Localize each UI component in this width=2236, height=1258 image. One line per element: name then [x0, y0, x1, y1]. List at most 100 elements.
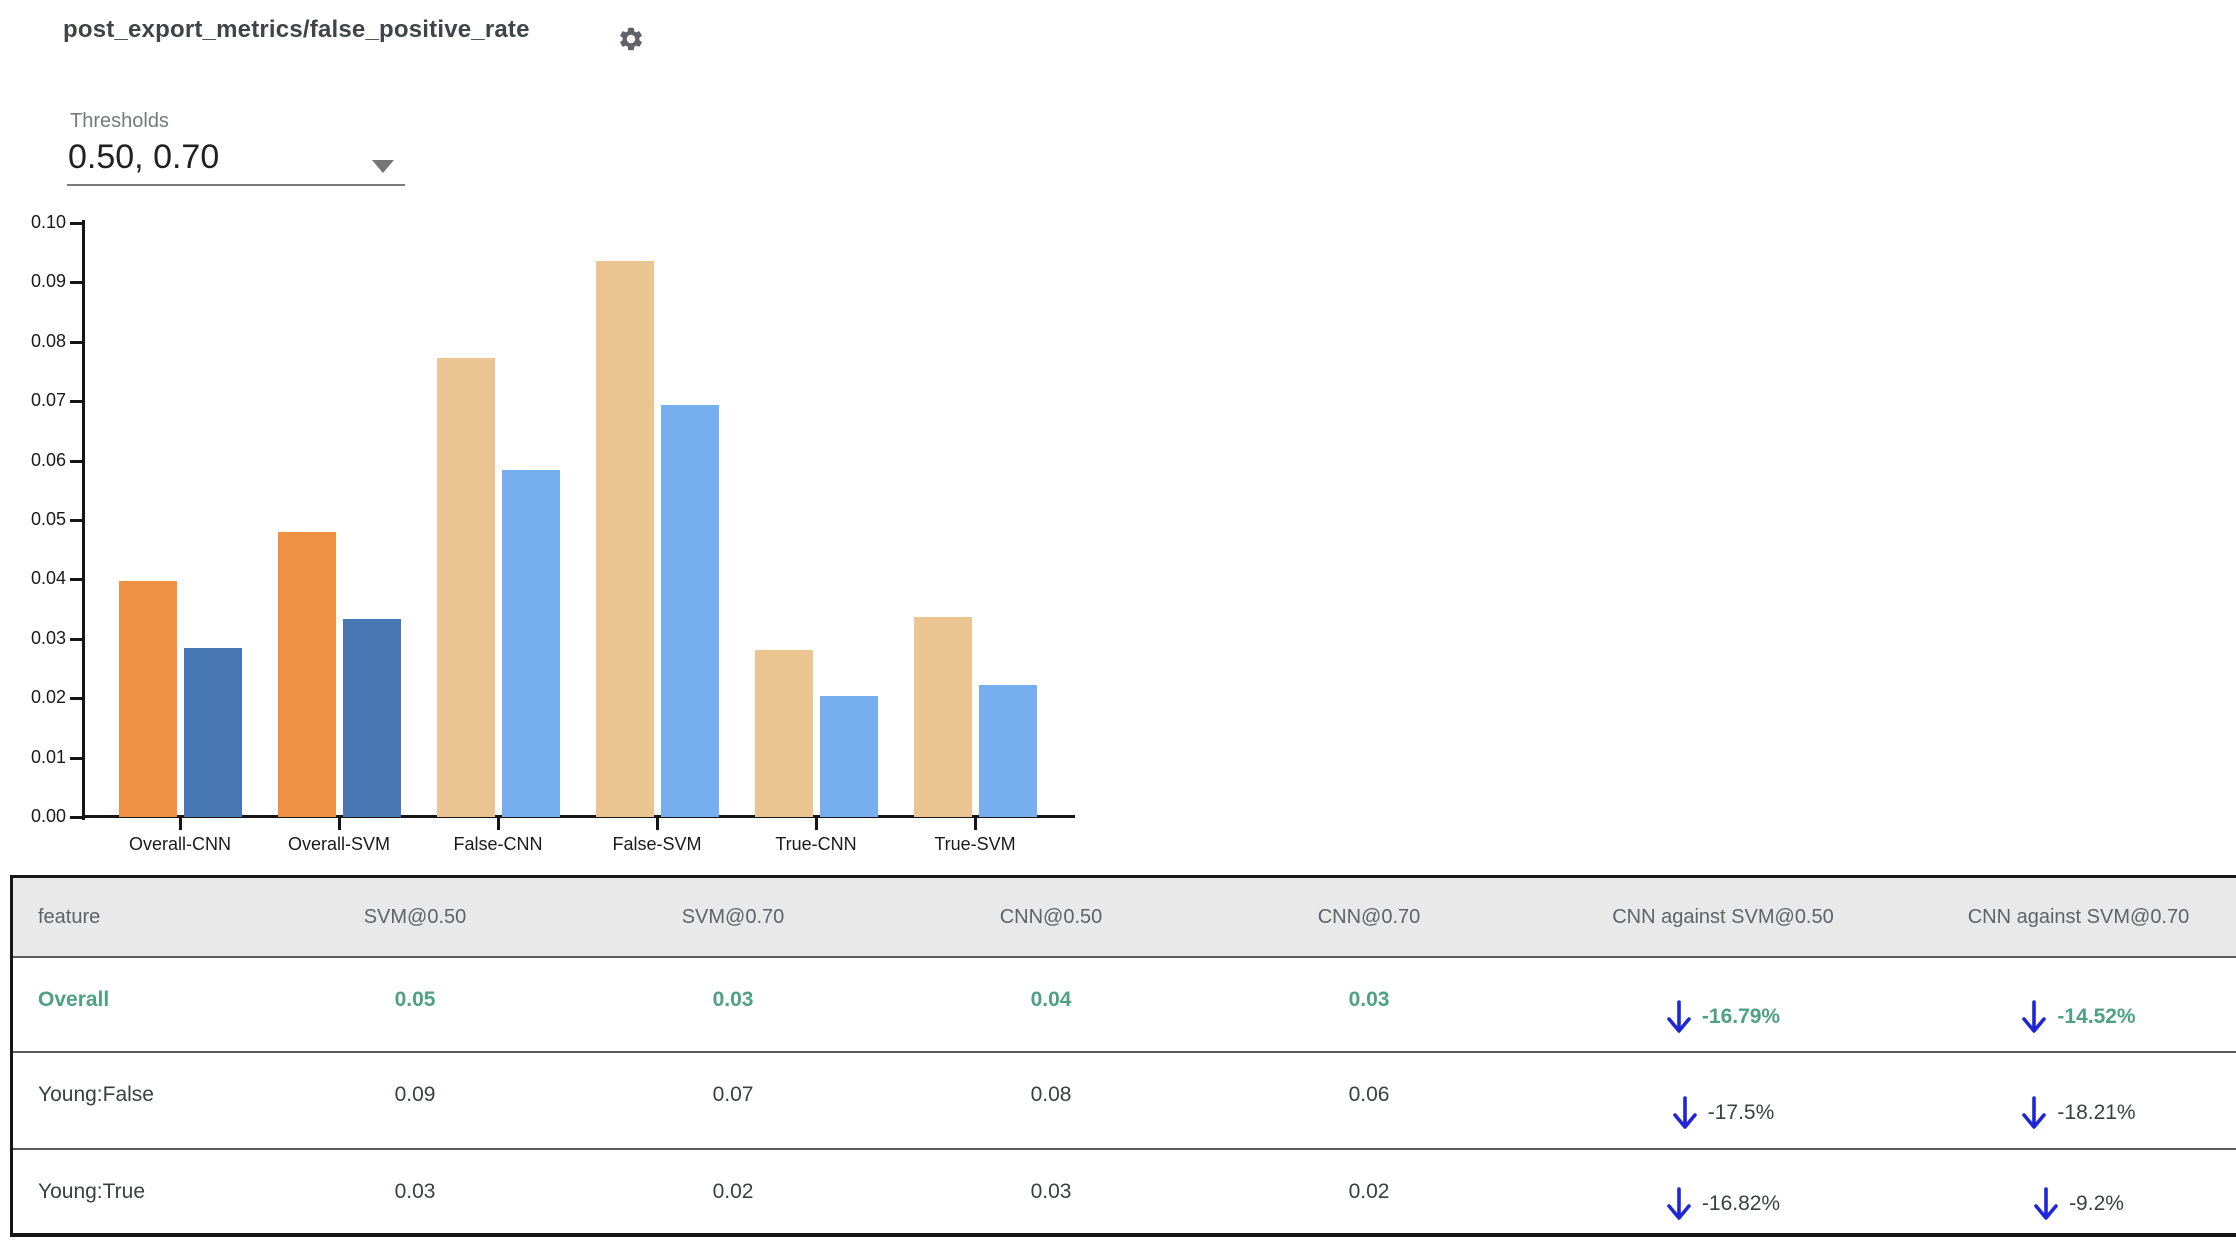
- y-tick: [70, 222, 83, 225]
- x-tick-label: False-CNN: [453, 834, 543, 854]
- down-arrow-icon: [2034, 1186, 2058, 1220]
- feature-cell: Overall: [38, 988, 110, 1011]
- bar-true-svm-t070: [979, 685, 1037, 817]
- comparison-cell: -16.82%: [1528, 1150, 1918, 1233]
- metric-cell: 0.03: [712, 988, 754, 1011]
- y-tick: [70, 697, 83, 701]
- down-arrow-icon: [2022, 1095, 2047, 1129]
- metric-cell: 0.06: [1348, 1083, 1390, 1106]
- gear-icon: [620, 27, 642, 51]
- table-header-cell: CNN against SVM@0.70: [1967, 905, 2190, 928]
- down-arrow-icon: [1672, 1095, 1697, 1129]
- y-tick-label: 0.04: [30, 568, 66, 589]
- table-header-cell: CNN@0.70: [1317, 905, 1421, 928]
- table-header-cell: CNN@0.50: [999, 905, 1103, 928]
- x-tick: [815, 817, 818, 830]
- y-tick-label: 0.10: [30, 212, 66, 232]
- settings-button[interactable]: [614, 22, 648, 56]
- y-tick: [70, 519, 83, 522]
- y-tick: [70, 459, 83, 463]
- feature-cell: Young:True: [38, 1180, 146, 1203]
- y-tick: [70, 816, 83, 819]
- table-row: Overall 0.05 0.03 0.04 0.03 -16.79% -14.52%: [13, 958, 2236, 1053]
- comparison-cell: -17.5%: [1528, 1053, 1918, 1148]
- comparison-value: -9.2%: [2069, 1191, 2124, 1215]
- y-tick-label: 0.03: [30, 627, 66, 648]
- y-tick-label: 0.09: [30, 271, 66, 292]
- y-tick: [70, 637, 83, 641]
- table-header-cell: feature: [38, 905, 101, 928]
- bar-false-svm-t050: [596, 261, 654, 817]
- table-header-cell: SVM@0.50: [363, 905, 467, 928]
- down-arrow-icon: [1667, 1186, 1691, 1220]
- chevron-down-icon[interactable]: [372, 160, 394, 173]
- y-tick: [70, 756, 83, 760]
- comparison-cell: -18.21%: [1918, 1053, 2236, 1148]
- y-tick-label: 0.01: [30, 746, 66, 767]
- thresholds-underline: [67, 184, 405, 186]
- comparison-value: -16.79%: [1701, 1004, 1781, 1028]
- x-tick: [974, 817, 977, 830]
- metric-cell: 0.02: [712, 1180, 754, 1203]
- table-header-cell: SVM@0.70: [681, 905, 785, 928]
- metric-cell: 0.02: [1348, 1180, 1390, 1203]
- bar-false-cnn-t070: [502, 470, 560, 817]
- bar-true-svm-t050: [914, 617, 972, 817]
- x-tick-label: False-SVM: [612, 834, 702, 854]
- y-tick-label: 0.06: [30, 449, 66, 470]
- comparison-value: -14.52%: [2057, 1004, 2136, 1028]
- metric-cell: 0.08: [1030, 1083, 1072, 1106]
- x-tick: [656, 817, 659, 830]
- y-tick: [70, 578, 83, 582]
- page-title: post_export_metrics/false_positive_rate: [63, 16, 530, 43]
- y-axis-line: [82, 220, 85, 820]
- x-axis-line: [82, 815, 1075, 818]
- table-row: Young:False 0.09 0.07 0.08 0.06 -17.5% -18.21%: [13, 1053, 2236, 1150]
- x-tick: [497, 817, 500, 830]
- x-tick: [338, 817, 341, 830]
- x-tick-label: Overall-SVM: [287, 834, 390, 854]
- comparison-value: -18.21%: [2057, 1100, 2136, 1124]
- comparison-cell: -14.52%: [1918, 958, 2236, 1051]
- y-tick-label: 0.05: [30, 509, 66, 529]
- down-arrow-icon: [2022, 999, 2047, 1033]
- bar-overall-cnn-t050: [119, 581, 177, 817]
- bar-overall-cnn-t070: [184, 648, 242, 817]
- y-tick: [70, 340, 83, 344]
- thresholds-select[interactable]: 0.50, 0.70: [68, 138, 220, 176]
- y-tick-label: 0.02: [30, 687, 66, 708]
- metric-cell: 0.05: [394, 988, 436, 1011]
- x-tick: [179, 817, 182, 830]
- metric-cell: 0.03: [394, 1180, 436, 1203]
- table-row: Young:True 0.03 0.02 0.03 0.02 -16.82% -9.2%: [13, 1150, 2236, 1233]
- comparison-value: -17.5%: [1707, 1100, 1775, 1124]
- x-tick-label: True-CNN: [775, 834, 857, 854]
- table-header-cell: CNN against SVM@0.50: [1612, 905, 1834, 928]
- metric-cell: 0.04: [1030, 988, 1072, 1011]
- y-tick-label: 0.00: [30, 806, 66, 826]
- bar-overall-svm-t070: [343, 619, 401, 817]
- bar-false-cnn-t050: [437, 358, 495, 817]
- feature-cell: Young:False: [38, 1083, 154, 1106]
- y-tick: [70, 281, 83, 285]
- y-tick-label: 0.08: [30, 330, 66, 351]
- thresholds-label: Thresholds: [70, 110, 169, 132]
- x-tick-label: True-SVM: [934, 834, 1016, 854]
- comparison-cell: -9.2%: [1918, 1150, 2236, 1233]
- y-tick-label: 0.07: [30, 390, 66, 411]
- x-tick-label: Overall-CNN: [128, 834, 231, 854]
- metric-cell: 0.03: [1030, 1180, 1072, 1203]
- bar-false-svm-t070: [661, 405, 719, 817]
- metric-cell: 0.09: [394, 1083, 436, 1106]
- table-header-row: feature SVM@0.50 SVM@0.70 CNN@0.50 CNN@0.70 C…: [13, 878, 2236, 958]
- metric-cell: 0.07: [712, 1083, 754, 1106]
- metrics-table: feature SVM@0.50 SVM@0.70 CNN@0.50 CNN@0.70 C…: [10, 875, 2236, 1237]
- y-tick: [70, 400, 83, 404]
- bar-true-cnn-t050: [755, 650, 813, 817]
- bar-true-cnn-t070: [820, 696, 878, 817]
- comparison-value: -16.82%: [1701, 1191, 1781, 1215]
- metric-cell: 0.03: [1348, 988, 1390, 1011]
- bar-overall-svm-t050: [278, 532, 336, 817]
- bar-chart: 0.00 0.01 0.02 0.03 0.04 0.05 0.06 0.07 0.08 0.09…: [0, 0, 1130, 870]
- comparison-cell: -16.79%: [1528, 958, 1918, 1051]
